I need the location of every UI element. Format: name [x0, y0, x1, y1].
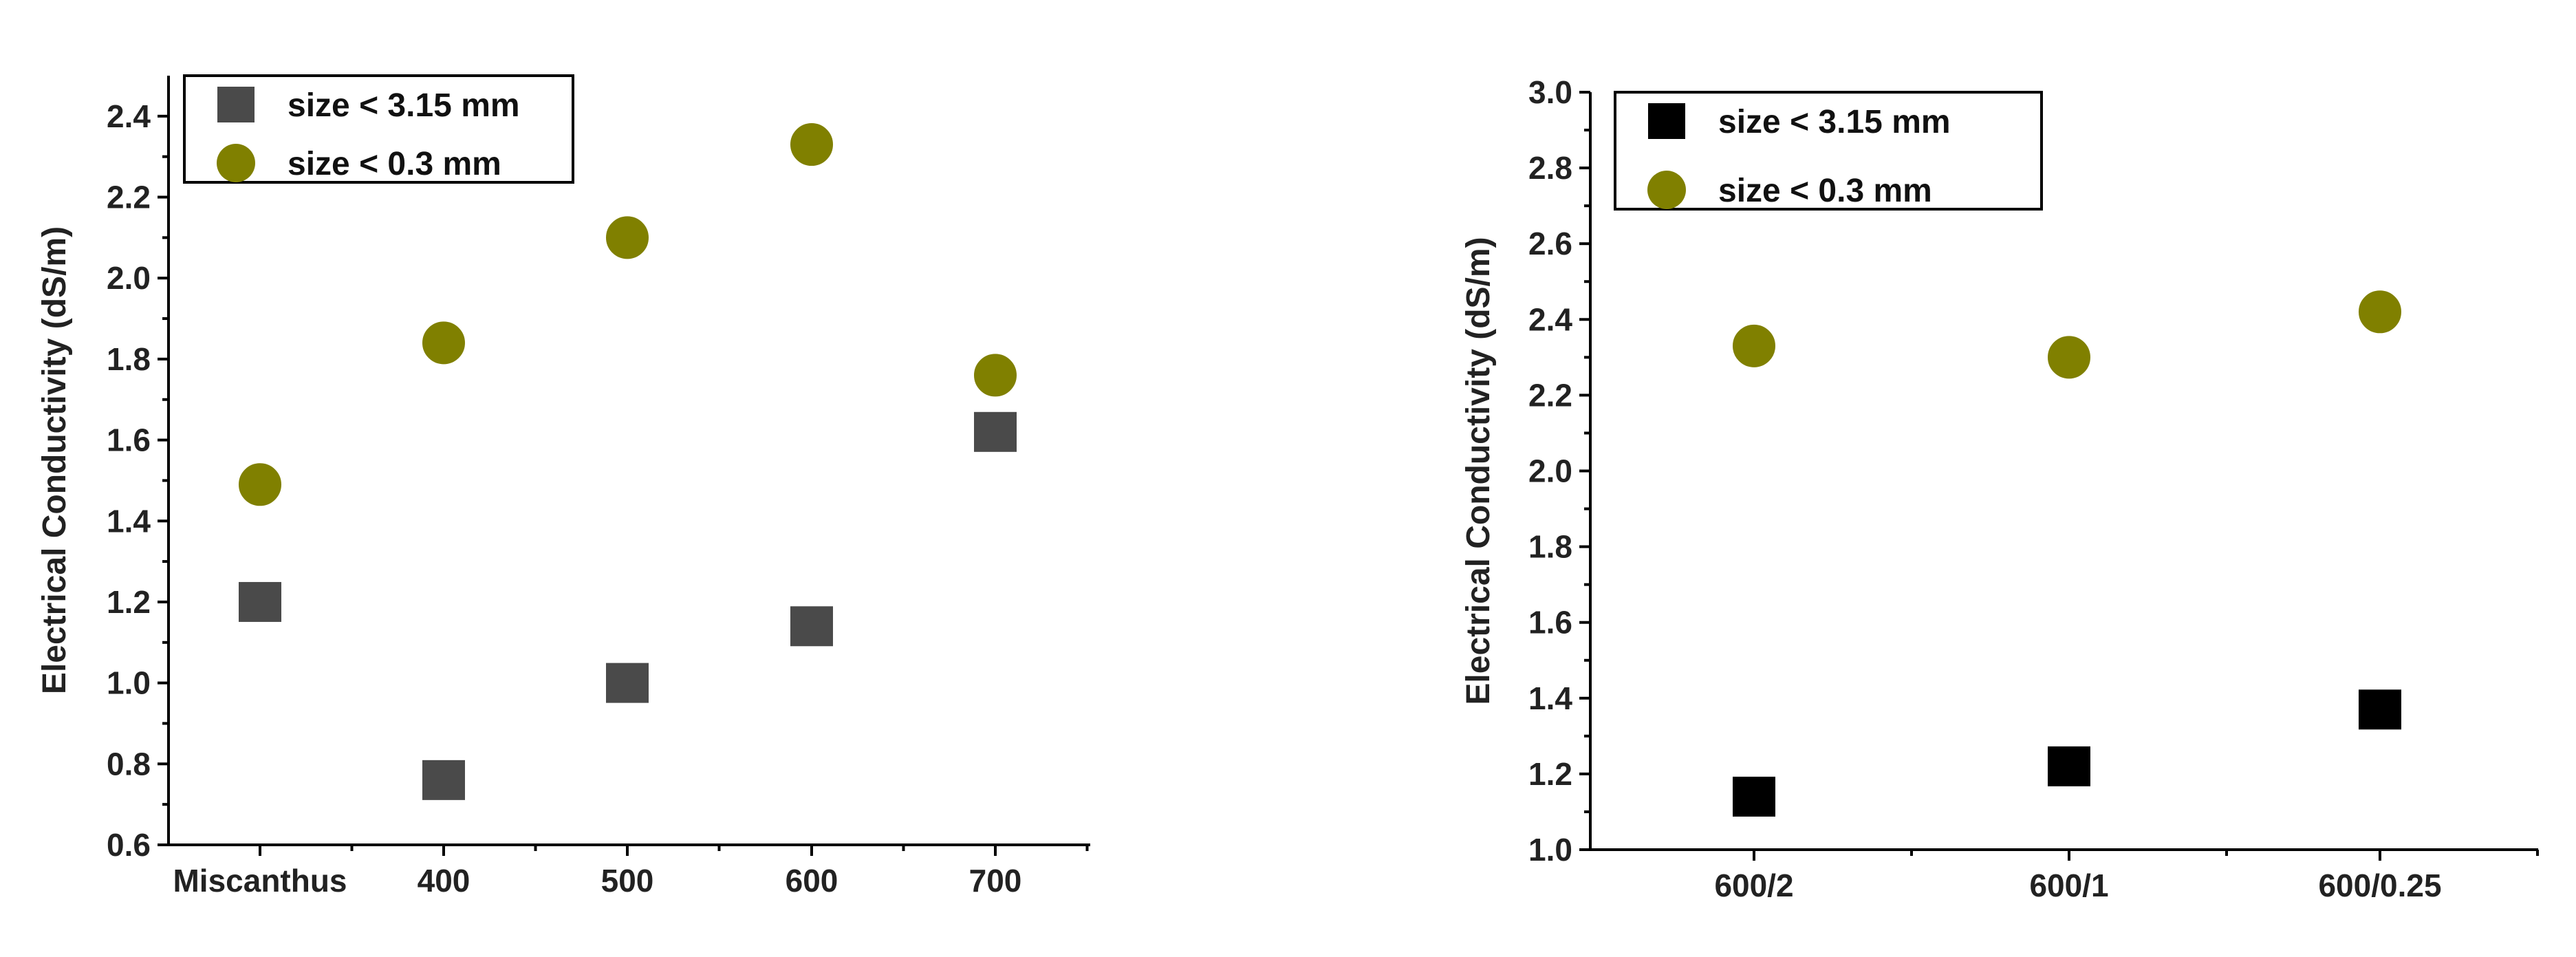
chart0-x-tick-label: 400: [418, 863, 470, 899]
chart0-square-point: [606, 663, 649, 703]
chart1-circle-point: [2048, 336, 2090, 379]
chart0-y-tick-label: 1.6: [107, 422, 151, 458]
chart0-x-tick-label: 600: [786, 863, 838, 899]
chart0-x-tick-label: Miscanthus: [173, 863, 347, 899]
chart0-square-point: [790, 606, 833, 647]
chart0-y-tick-label: 1.4: [107, 503, 151, 539]
chart1-legend-circle-marker: [1647, 171, 1686, 209]
chart1-square-point: [2359, 689, 2401, 730]
chart1-y-tick-label: 2.8: [1528, 150, 1572, 186]
chart0-legend-circle-marker: [217, 144, 255, 182]
chart1-x-tick-label: 600/0.25: [2318, 868, 2441, 903]
chart0-y-tick-label: 0.6: [107, 827, 151, 863]
chart1-circle-point: [2359, 290, 2401, 334]
chart0-y-tick-label: 2.4: [107, 98, 151, 134]
chart0-square-point: [239, 581, 281, 622]
chart0-circle-point: [974, 354, 1017, 397]
chart0-x-tick-label: 500: [601, 863, 654, 899]
chart1-y-tick-label: 1.2: [1528, 756, 1572, 792]
chart1-y-tick-label: 1.4: [1528, 680, 1572, 716]
chart1-y-axis-title: Electrical Conductivity (dS/m): [1460, 237, 1497, 705]
chart0-legend-label: size < 3.15 mm: [288, 87, 520, 124]
chart0-legend-square-marker: [217, 87, 255, 122]
chart0-y-tick-label: 1.2: [107, 584, 151, 620]
chart0-circle-point: [422, 321, 465, 365]
chart0-y-axis-title: Electrical Conductivity (dS/m): [36, 226, 73, 694]
chart0-circle-point: [239, 463, 281, 506]
chart1-y-tick-label: 1.8: [1528, 529, 1572, 565]
right-chart: 1.0 1.2 1.4 1.6 1.8 2.0 2.2 2.4 2.6 2.8 3.0 600/2 60…: [1460, 74, 2539, 903]
chart0-circle-point: [606, 216, 649, 259]
chart1-y-tick-label: 2.0: [1528, 453, 1572, 489]
chart0-y-tick-label: 2.0: [107, 260, 151, 296]
chart0-square-point: [422, 760, 465, 800]
chart0-x-tick-label: 700: [969, 863, 1022, 899]
chart0-square-point: [974, 411, 1017, 452]
left-chart: 0.6 0.8 1.0 1.2 1.4 1.6 1.8 2.0 2.2 2.4 Miscanthus…: [36, 74, 1090, 899]
chart0-y-tick-label: 1.8: [107, 341, 151, 377]
chart1-y-tick-label: 2.4: [1528, 301, 1572, 337]
chart1-x-tick-label: 600/2: [1714, 868, 1793, 903]
chart1-y-tick-label: 1.6: [1528, 605, 1572, 641]
chart1-x-tick-label: 600/1: [2029, 868, 2108, 903]
chart1-y-tick-label: 2.2: [1528, 377, 1572, 413]
chart1-legend-label: size < 0.3 mm: [1718, 173, 1932, 209]
chart1-square-point: [1733, 776, 1775, 817]
chart1-legend-square-marker: [1648, 103, 1685, 139]
chart0-circle-point: [790, 123, 833, 166]
chart0-y-tick-label: 0.8: [107, 746, 151, 782]
chart1-legend-box: [1614, 91, 2043, 211]
chart0-y-tick-label: 2.2: [107, 180, 151, 215]
chart0-legend-label: size < 0.3 mm: [288, 146, 501, 182]
chart1-circle-point: [1733, 324, 1775, 367]
chart1-square-point: [2048, 746, 2090, 786]
chart1-y-tick-label: 3.0: [1528, 74, 1572, 110]
chart1-y-tick-label: 2.6: [1528, 226, 1572, 261]
chart0-y-tick-label: 1.0: [107, 665, 151, 701]
chart1-legend-label: size < 3.15 mm: [1718, 104, 1951, 140]
chart1-y-tick-label: 1.0: [1528, 832, 1572, 868]
